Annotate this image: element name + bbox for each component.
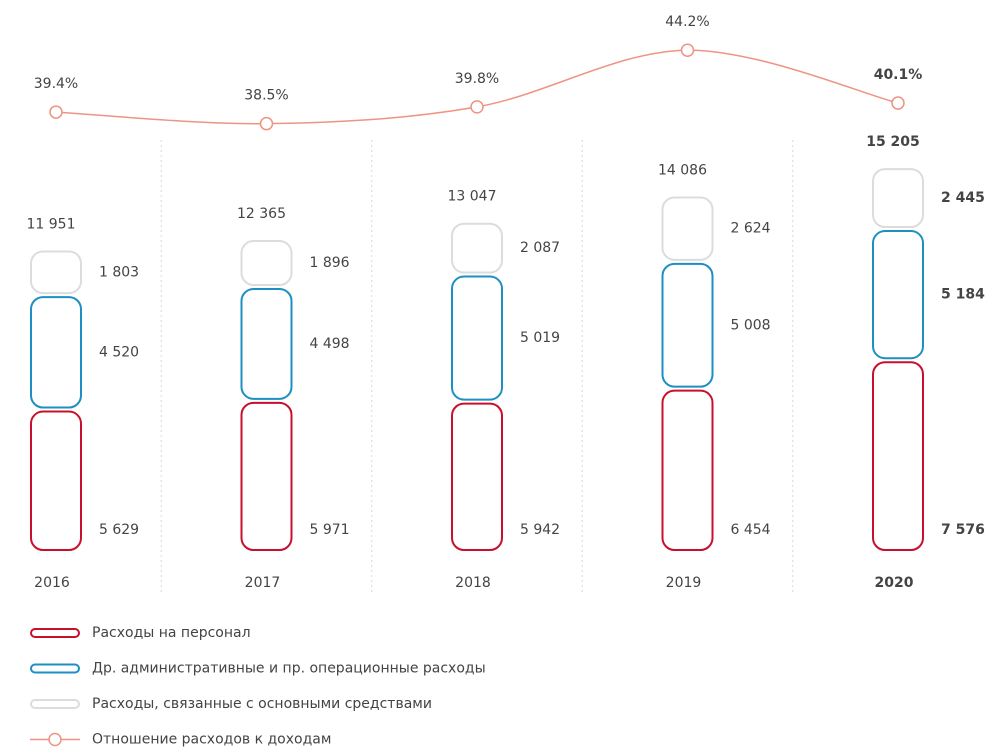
total-label: 14 086 <box>658 162 707 178</box>
bar-segment <box>872 168 924 229</box>
x-tick-label: 2017 <box>245 575 281 591</box>
legend-label: Др. административные и пр. операционные … <box>92 661 486 677</box>
value-label: 1 896 <box>310 255 350 271</box>
legend-label: Расходы на персонал <box>92 625 251 641</box>
value-label: 5 629 <box>99 522 139 538</box>
ratio-label: 39.4% <box>34 76 78 92</box>
total-label: 13 047 <box>448 189 497 205</box>
ratio-point <box>49 105 63 119</box>
bar-segment <box>30 250 82 295</box>
legend-label: Расходы, связанные с основными средствам… <box>92 696 432 712</box>
total-label: 12 365 <box>237 206 286 222</box>
ratio-point <box>891 96 905 110</box>
value-label: 5 971 <box>310 522 350 538</box>
x-tick-label: 2016 <box>34 575 70 591</box>
bar-segment <box>30 410 82 551</box>
bar-segment <box>661 389 714 551</box>
value-label: 2 624 <box>731 221 771 237</box>
value-label: 6 454 <box>731 522 771 538</box>
bar-segment <box>240 240 293 287</box>
ratio-label: 39.8% <box>455 71 499 87</box>
value-label: 5 942 <box>520 522 560 538</box>
value-label: 2 445 <box>941 190 985 206</box>
ratio-label: 44.2% <box>665 14 709 30</box>
ratio-point <box>680 43 695 57</box>
legend-swatch <box>30 699 80 709</box>
bar-segment <box>451 402 503 552</box>
value-label: 1 803 <box>99 264 139 280</box>
bar-segment <box>451 275 503 401</box>
bar-segment <box>872 230 924 360</box>
value-label: 2 087 <box>520 240 560 256</box>
x-tick-label: 2019 <box>666 575 702 591</box>
value-label: 7 576 <box>941 522 985 538</box>
legend-swatch <box>30 663 80 674</box>
value-label: 4 498 <box>310 336 350 352</box>
legend-label: Отношение расходов к доходам <box>92 732 331 748</box>
legend-swatch <box>30 628 80 638</box>
total-label: 11 951 <box>27 216 76 232</box>
bar-segment <box>240 401 293 551</box>
total-label: 15 205 <box>866 134 920 150</box>
ratio-point <box>470 100 484 114</box>
value-label: 4 520 <box>99 344 139 360</box>
legend-point <box>48 732 62 747</box>
bar-segment <box>872 361 924 552</box>
value-label: 5 008 <box>731 317 771 333</box>
bar-segment <box>451 222 503 274</box>
bar-segment <box>240 288 293 400</box>
x-tick-label: 2018 <box>455 575 491 591</box>
value-label: 5 184 <box>941 287 985 303</box>
bar-segment <box>661 196 714 261</box>
ratio-point <box>259 116 274 131</box>
ratio-label: 40.1% <box>874 67 923 83</box>
value-label: 5 019 <box>520 330 560 346</box>
bar-segment <box>661 262 714 388</box>
ratio-label: 38.5% <box>244 88 288 104</box>
x-tick-label: 2020 <box>875 575 914 591</box>
bar-segment <box>30 296 82 409</box>
